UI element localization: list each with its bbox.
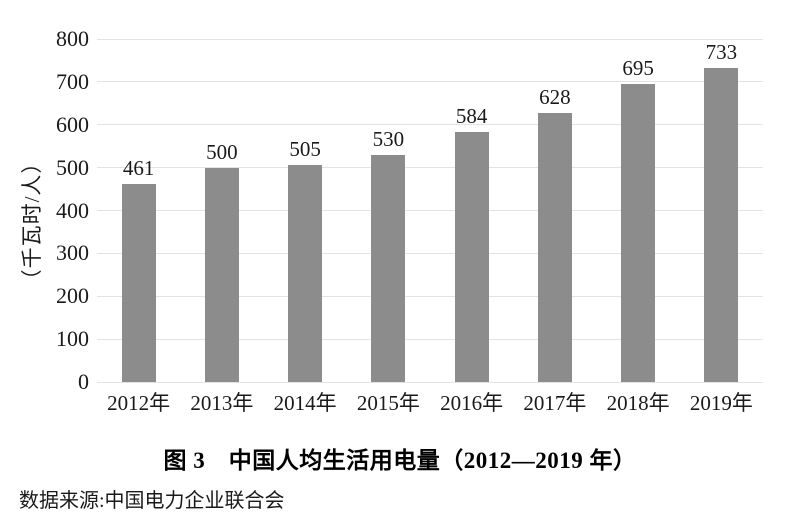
y-axis-tick-label: 400 [56, 197, 89, 223]
bar-value-label: 530 [372, 126, 405, 151]
bar-value-label: 500 [206, 139, 238, 164]
gridline-y-800 [97, 38, 763, 40]
bar-value-label: 461 [122, 156, 155, 181]
x-axis-tick-label: 2012年 [107, 391, 171, 415]
bar-2015年 [371, 154, 406, 382]
y-axis-tick-label: 800 [56, 26, 89, 51]
y-axis-tick-label: 200 [56, 283, 89, 309]
y-axis-tick-label: 700 [56, 68, 89, 94]
x-axis-tick-label: 2014年 [273, 391, 337, 415]
plot-area: 0 100 200 300 400 500 600 700 800 461 2012年 500 2013… [56, 27, 763, 415]
x-axis-tick-label: 2019年 [689, 391, 753, 415]
data-source-note: 数据来源:中国电力企业联合会 [19, 490, 285, 512]
bar-value-label: 628 [539, 84, 571, 109]
x-axis-tick-label: 2015年 [356, 391, 420, 415]
x-axis-tick-label: 2017年 [523, 391, 587, 415]
x-axis-tick-label: 2018年 [606, 391, 670, 415]
bar-2016年 [454, 131, 489, 382]
y-axis-tick-label: 0 [78, 369, 89, 394]
y-axis-tick-label: 100 [56, 326, 89, 352]
bar-value-label: 733 [705, 39, 738, 64]
gridline-y-300 [97, 252, 763, 254]
bar-2018年 [621, 84, 656, 382]
gridline-y-100 [97, 338, 763, 340]
x-axis-tick-label: 2013年 [190, 391, 254, 415]
bar-2013年 [204, 167, 239, 382]
gridline-y-200 [97, 295, 763, 297]
gridline-y-500 [97, 167, 763, 169]
y-axis-tick-label: 600 [56, 111, 89, 137]
gridline-y-600 [97, 124, 763, 126]
gridline-y-0 [97, 381, 763, 383]
bar-value-label: 695 [622, 56, 654, 81]
bar-2019年 [704, 67, 739, 382]
x-axis-tick-label: 2016年 [440, 391, 504, 415]
y-axis-tick-label: 300 [56, 240, 89, 266]
bar-value-label: 505 [289, 137, 321, 162]
gridline-y-700 [97, 81, 763, 83]
bar-2017年 [537, 112, 572, 382]
bar-2012年 [121, 184, 156, 382]
y-axis-tick-label: 500 [56, 154, 89, 180]
bar-value-label: 584 [455, 103, 488, 128]
figure-caption: 图 3 中国人均生活用电量（2012—2019 年） [163, 448, 637, 473]
gridline-y-400 [97, 210, 763, 211]
bar-2014年 [288, 165, 323, 382]
